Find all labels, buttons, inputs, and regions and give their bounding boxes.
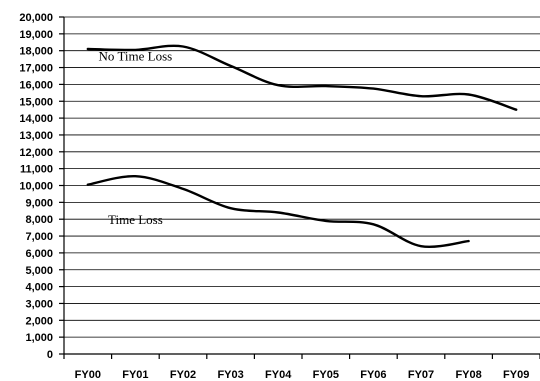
y-tick-label: 16,000 [19, 79, 53, 91]
y-tick-label: 4,000 [25, 282, 53, 294]
y-tick-label: 6,000 [25, 248, 53, 260]
y-tick-label: 9,000 [25, 197, 53, 209]
x-axis-tick-labels: FY00 FY01 FY02 FY03 FY04 FY05 FY06 FY07 FY08 FY09 [63, 354, 540, 381]
y-tick-label: 17,000 [19, 63, 53, 75]
y-tick-label: 7,000 [25, 231, 53, 243]
x-tick-label: FY05 [313, 369, 339, 381]
y-axis-tick-labels: 0 1,000 2,000 3,000 4,000 5,000 6,000 7,000 8,00… [19, 12, 64, 361]
series-lines [86, 44, 518, 249]
x-tick-label: FY08 [455, 369, 481, 381]
x-tick-label: FY00 [75, 369, 101, 381]
grid-lines [64, 16, 540, 338]
y-tick-label: 2,000 [25, 315, 53, 327]
series-line-1 [86, 174, 470, 249]
x-tick-label: FY07 [408, 369, 434, 381]
y-tick-label: 19,000 [19, 29, 53, 41]
y-tick-label: 10,000 [19, 181, 53, 193]
y-tick-label: 14,000 [19, 113, 53, 125]
y-tick-label: 1,000 [25, 332, 53, 344]
y-tick-label: 13,000 [19, 130, 53, 142]
y-tick-label: 3,000 [25, 298, 53, 310]
y-tick-label: 18,000 [19, 46, 53, 58]
series-annotation: No Time Loss [99, 49, 173, 64]
y-tick-label: 12,000 [19, 147, 53, 159]
x-tick-label: FY02 [170, 369, 196, 381]
y-tick-label: 0 [47, 349, 53, 361]
annotations: No Time Loss Time Loss [99, 49, 173, 227]
x-tick-label: FY01 [122, 369, 148, 381]
x-tick-label: FY09 [503, 369, 529, 381]
y-tick-label: 15,000 [19, 96, 53, 108]
y-tick-label: 5,000 [25, 265, 53, 277]
series-line-0 [86, 44, 518, 111]
y-tick-label: 11,000 [20, 164, 53, 176]
x-tick-label: FY03 [217, 369, 243, 381]
series-annotation: Time Loss [108, 212, 163, 227]
y-tick-label: 20,000 [19, 12, 53, 24]
x-tick-label: FY04 [265, 369, 292, 381]
y-tick-label: 8,000 [25, 214, 53, 226]
x-tick-label: FY06 [360, 369, 386, 381]
